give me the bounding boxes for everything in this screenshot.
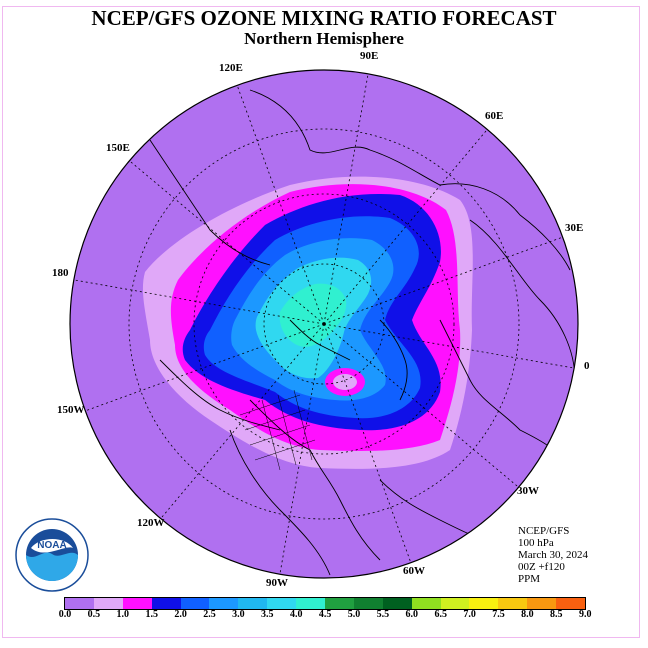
colorbar-tick-label: 8.5 [550,609,563,620]
latitude-circle [193,193,455,455]
colorbar-segment [209,598,239,609]
map-title: NCEP/GFS OZONE MIXING RATIO FORECAST [91,6,557,30]
colorbar-segment [325,598,354,609]
colorbar-tick-label: 0.0 [58,609,72,620]
colorbar-segment [498,598,528,609]
ozone-field [142,176,473,469]
colorbar-tick-label: 1.5 [145,609,158,620]
lon-label-0: 0 [584,360,590,372]
colorbar-segment [527,598,557,609]
info-model: NCEP/GFS [518,525,570,537]
noaa-logo: NOAA [15,518,89,592]
colorbar-segment [296,598,326,609]
colorbar-tick-label: 5.5 [376,609,390,620]
meridian-line [85,323,325,412]
colorbar-tick-label: 4.0 [289,609,303,620]
us-grid [239,389,316,471]
colorbar-segment [65,598,94,609]
meridian-line [323,73,369,325]
info-date: March 30, 2024 [518,549,588,561]
colorbar-tick-label: 6.5 [434,609,447,620]
colorbar-segment [353,598,383,609]
meridian-line [236,85,325,325]
meridian-line [73,279,325,325]
lon-label-90e: 90E [360,50,379,62]
forecast-info: NCEP/GFS 100 hPa March 30, 2024 00Z +f12… [518,525,588,585]
lon-label-60e: 60E [485,110,504,122]
lon-label-150w: 150W [57,404,85,416]
colorbar-segment [411,598,441,609]
colorbar-tick-label: 8.0 [521,609,534,620]
page-frame [2,6,640,638]
meridian-line [129,160,325,325]
colorbar-tick-label: 1.0 [116,609,130,620]
colorbar-tick-label: 3.0 [232,609,245,620]
colorbar [64,597,587,610]
latitude-circle [128,128,520,520]
colorbar-segment [440,598,470,609]
lon-label-150e: 150E [106,142,130,154]
colorbar-segment [469,598,499,609]
lon-label-60w: 60W [403,565,425,577]
meridian-line [160,323,325,519]
lon-label-120e: 120E [219,62,243,74]
colorbar-tick-label: 6.0 [405,609,419,620]
lon-label-120w: 120W [137,517,165,529]
colorbar-tick-label: 2.5 [203,609,216,620]
band-3-5 [279,283,347,347]
colorbar-tick-label: 7.5 [492,609,505,620]
colorbar-tick-label: 9.0 [578,609,592,620]
graticule [73,73,575,575]
map-subtitle: Northern Hemisphere [244,29,404,48]
meridian-line [323,323,412,563]
colorbar-tick-label: 2.0 [174,609,187,620]
colorbar-tick-label: 5.0 [347,609,361,620]
colorbar-segment [267,598,297,609]
colorbar-ticks: 0.0 0.5 1.0 1.5 2.0 2.5 3.0 3.5 4.0 4.5 5.0 5.5 6.0 6… [0,609,648,623]
info-level: 100 hPa [518,537,554,549]
meridian-line [323,129,488,325]
colorbar-segment [180,598,210,609]
lon-label-90w: 90W [266,577,288,589]
logo-text: NOAA [37,540,66,551]
colorbar-segment [556,598,586,609]
lon-label-180: 180 [52,267,69,279]
map-border [69,69,579,579]
info-run: 00Z +f120 [518,561,565,573]
info-units: PPM [518,573,541,585]
lon-label-30w: 30W [517,485,539,497]
colorbar-segment [93,598,123,609]
colorbar-tick-label: 0.5 [87,609,101,620]
colorbar-segment [122,598,152,609]
meridian-line [323,323,575,369]
lon-label-30e: 30E [565,222,584,234]
colorbar-segment [238,598,268,609]
colorbar-segment [151,598,181,609]
meridian-line [323,236,563,325]
colorbar-tick-label: 7.0 [463,609,476,620]
meridian-line [279,323,325,575]
colorbar-tick-label: 4.5 [318,609,332,620]
colorbar-segment [382,598,412,609]
latitude-circle [263,263,385,385]
meridian-line [323,323,519,488]
colorbar-tick-label: 3.5 [261,609,274,620]
